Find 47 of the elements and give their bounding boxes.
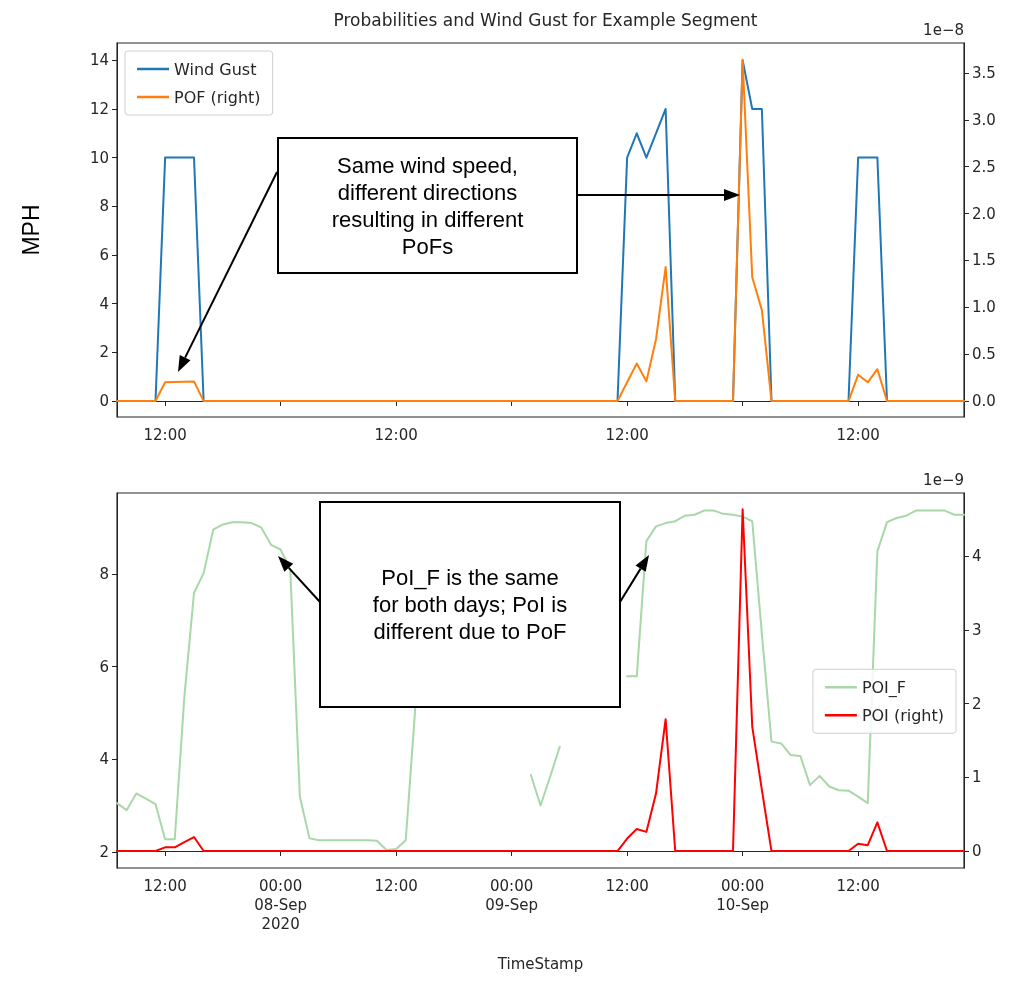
y2-tick-label: 2 xyxy=(972,694,982,713)
x-tick-label: 12:00 xyxy=(836,425,880,444)
y2-tick-label: 0.5 xyxy=(972,345,996,364)
y2-tick-label: 1.0 xyxy=(972,298,996,317)
x-axis-title: TimeStamp xyxy=(496,954,584,973)
x-tick-label: 12:00 xyxy=(374,876,418,895)
y-tick-label: 4 xyxy=(99,750,109,769)
x-tick-label: 12:00 xyxy=(143,876,187,895)
x-tick-label: 00:00 09-Sep xyxy=(485,876,539,914)
x-tick-label: 12:00 xyxy=(605,425,649,444)
y2-tick-label: 3.5 xyxy=(972,64,996,82)
y2-tick-label: 4 xyxy=(972,547,982,566)
y2-tick-label: 2.5 xyxy=(972,157,996,176)
callout-box: Same wind speed, different directions resulting in different PoFs xyxy=(277,137,578,274)
y-tick-label: 12 xyxy=(89,99,109,118)
y-tick-label: 2 xyxy=(99,842,109,861)
y2-axis-title: 1e−9 xyxy=(923,470,964,489)
y2-tick-label: 3.0 xyxy=(972,110,996,129)
legend-label: POI (right) xyxy=(861,705,944,725)
y-tick-label: 8 xyxy=(99,197,109,216)
legend-label: POI_F xyxy=(861,677,907,698)
y-axis-title: MPH xyxy=(17,204,44,256)
y2-tick-label: 1 xyxy=(972,768,982,787)
y2-tick-label: 3 xyxy=(972,621,982,640)
y-tick-label: 4 xyxy=(99,294,109,313)
y2-tick-label: 2.0 xyxy=(972,204,996,223)
legend-label: POF (right) xyxy=(174,87,261,107)
y2-tick-label: 0.0 xyxy=(972,392,996,411)
callout-box: PoI_F is the same for both days; PoI is different due to PoF xyxy=(319,501,621,708)
y2-tick-label: 0 xyxy=(972,842,982,861)
y2-axis-title: 1e−8 xyxy=(923,20,964,39)
y-tick-label: 8 xyxy=(99,565,109,584)
x-tick-label: 12:00 xyxy=(374,425,418,444)
y-tick-label: 14 xyxy=(89,51,109,70)
y-tick-label: 10 xyxy=(89,148,109,167)
x-tick-label: 00:00 10-Sep xyxy=(716,876,770,914)
x-tick-label: 12:00 xyxy=(836,876,880,895)
y-tick-label: 0 xyxy=(99,391,109,410)
y-tick-label: 2 xyxy=(99,343,109,362)
y-tick-label: 6 xyxy=(99,245,109,264)
legend-label: Wind Gust xyxy=(174,59,257,79)
x-tick-label: 12:00 xyxy=(143,425,187,444)
x-tick-label: 12:00 xyxy=(605,876,649,895)
y2-tick-label: 1.5 xyxy=(972,251,996,270)
x-tick-label: 00:00 08-Sep 2020 xyxy=(254,876,308,933)
y-tick-label: 6 xyxy=(99,657,109,676)
chart-title: Probabilities and Wind Gust for Example Segment xyxy=(333,9,758,30)
